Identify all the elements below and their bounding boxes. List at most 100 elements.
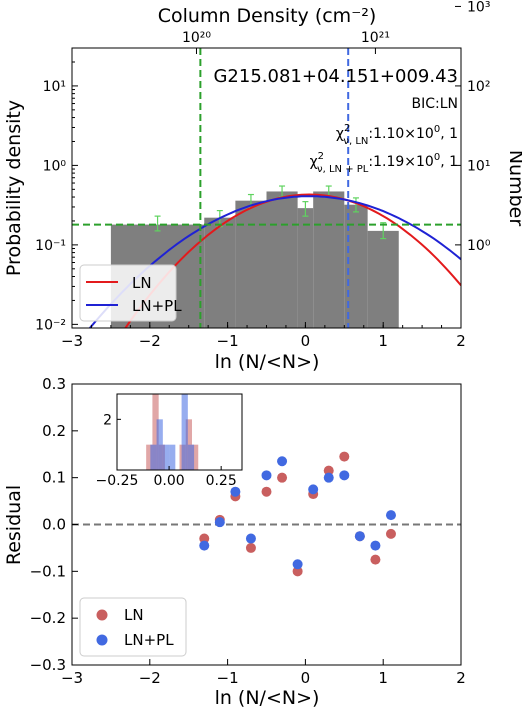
lnpl-residual-point xyxy=(214,517,225,528)
top-tick-label: 10²¹ xyxy=(361,30,390,46)
y-right-tick-label: 10² xyxy=(467,79,490,95)
inset-ticks: −0.25 0.00 0.25 2 xyxy=(96,412,237,489)
histogram-bar-4 xyxy=(297,208,314,328)
y-tick-label: −0.1 xyxy=(30,562,66,580)
x-tick-label: 0 xyxy=(301,332,311,350)
lnpl-residual-point xyxy=(292,559,303,570)
inset-ln-bar xyxy=(146,444,153,470)
legend-lnpl-label: LN+PL xyxy=(132,297,182,315)
ln-residual-point xyxy=(339,451,350,462)
inset-lnpl-bar xyxy=(181,394,188,470)
pdf-ylabel-right: Number xyxy=(505,150,522,227)
lnpl-residual-point xyxy=(261,470,272,481)
lnpl-residual-point xyxy=(199,540,210,551)
pdf-ylabel: Probability density xyxy=(3,100,25,276)
residual-ylabel: Residual xyxy=(3,485,25,565)
y-tick-label: 0.0 xyxy=(42,516,66,534)
y-right-tick-label: 10³ xyxy=(467,0,490,15)
y-tick-label: 10⁰ xyxy=(43,158,67,174)
y-tick-label: 10⁻² xyxy=(35,317,66,333)
chi2-ln-annotation: χ2 ν, LN:1.10×100, 1 xyxy=(336,123,458,147)
inset-lnpl-bar xyxy=(156,419,163,470)
inset-x-tick-label: 0.00 xyxy=(153,473,184,489)
y-tick-label: −0.3 xyxy=(30,656,66,674)
x-tick-label: 2 xyxy=(456,669,466,687)
lnpl-residual-point xyxy=(230,486,241,497)
lnpl-residual-point xyxy=(354,531,365,542)
histogram-bars xyxy=(110,191,399,328)
residual-axis-ticks: −3 −2 −1 0 1 2 −0.3 −0.2 −0.1 0.0 0.1 0.2 0.3 xyxy=(30,375,466,687)
histogram-bar-7 xyxy=(367,230,399,328)
residual-legend: LN LN+PL xyxy=(79,597,187,657)
y-tick-label: 10⁻¹ xyxy=(35,238,66,254)
histogram-bar-6 xyxy=(344,204,368,328)
ln-residual-point xyxy=(199,533,210,544)
x-tick-label: 1 xyxy=(378,332,388,350)
pdf-panel: −3 −2 −1 0 1 2 10⁻² 10⁻¹ 10⁰ 10¹ 10⁰ 10¹ 10² 10³ 10²⁰ 1… xyxy=(3,0,522,373)
inset-lnpl-bar xyxy=(169,444,176,470)
ln-residual-point xyxy=(261,486,272,497)
top-tick-label: 10²⁰ xyxy=(182,30,211,46)
lnpl-residual-point xyxy=(385,510,396,521)
ln-residual-point xyxy=(245,542,256,553)
x-tick-label: −2 xyxy=(139,669,161,687)
bic-text: BIC:LN xyxy=(412,96,459,112)
inset-lnpl-bar xyxy=(187,444,195,470)
histogram-bar-5 xyxy=(313,191,345,328)
y-tick-label: 0.3 xyxy=(42,375,66,393)
y-tick-label: 0.1 xyxy=(42,469,66,487)
ln-residual-point xyxy=(292,566,303,577)
inset-ln-bar xyxy=(192,444,199,470)
residual-xlabel: ln (N/<N>) xyxy=(215,687,320,709)
inset-bars xyxy=(146,394,199,470)
x-tick-label: −1 xyxy=(217,669,239,687)
inset-lnpl-bar xyxy=(162,444,170,470)
x-tick-label: 1 xyxy=(378,669,388,687)
inset-y-tick-label: 2 xyxy=(103,412,112,428)
lnpl-residual-point xyxy=(323,472,334,483)
pdf-legend: LN LN+PL xyxy=(79,264,182,322)
inset-x-tick-label: −0.25 xyxy=(96,473,139,489)
x-tick-label: 2 xyxy=(456,332,466,350)
x-tick-label: 0 xyxy=(301,669,311,687)
chi2-lnpl-annotation: χ2 ν, LN + PL:1.19×100, 1 xyxy=(310,151,458,175)
y-right-tick-label: 10¹ xyxy=(467,158,490,174)
x-tick-label: −1 xyxy=(217,332,239,350)
x-tick-label: −3 xyxy=(61,669,83,687)
lnpl-residual-point xyxy=(277,456,288,467)
ln-residual-point xyxy=(277,472,288,483)
inset-x-tick-label: 0.25 xyxy=(206,473,237,489)
residual-panel: −3 −2 −1 0 1 2 −0.3 −0.2 −0.1 0.0 0.1 0.2 0.3 ln (N/… xyxy=(3,375,466,709)
ln-residual-point xyxy=(385,528,396,539)
lnpl-residual-point xyxy=(308,484,319,495)
inset-histogram: −0.25 0.00 0.25 2 xyxy=(96,393,243,489)
y-right-tick-label: 10⁰ xyxy=(467,238,491,254)
residual-points xyxy=(199,451,396,577)
pdf-xlabel: ln (N/<N>) xyxy=(215,351,320,373)
threshold-lines xyxy=(72,48,461,328)
lnpl-residual-point xyxy=(245,533,256,544)
y-tick-label: 10¹ xyxy=(43,79,66,95)
x-tick-label: −2 xyxy=(139,332,161,350)
y-tick-label: −0.2 xyxy=(30,609,66,627)
legend-ln-label: LN xyxy=(124,606,144,624)
inset-frame xyxy=(116,393,243,471)
inset-ln-bar xyxy=(152,394,159,470)
histogram-bar-2 xyxy=(235,200,267,328)
histogram-bar-1 xyxy=(204,217,236,328)
y-tick-label: 0.2 xyxy=(42,422,66,440)
ln-residual-point xyxy=(323,465,334,476)
pdf-axis-ticks: −3 −2 −1 0 1 2 10⁻² 10⁻¹ 10⁰ 10¹ 10⁰ 10¹ 10² 10³ 10²⁰ 1… xyxy=(35,0,491,350)
histogram-bar-3 xyxy=(266,191,298,328)
legend-ln-marker xyxy=(96,609,108,621)
lnpl-residual-point xyxy=(370,540,381,551)
legend-lnpl-label: LN+PL xyxy=(124,631,174,649)
lnpl-residual-point xyxy=(339,470,350,481)
top-axis-label: Column Density (cm⁻²) xyxy=(158,5,377,27)
x-tick-label: −3 xyxy=(61,332,83,350)
legend-lnpl-marker xyxy=(96,634,108,646)
ln-residual-point xyxy=(370,554,381,565)
region-title: G215.081+04.151+009.43 xyxy=(213,66,458,87)
inset-lnpl-bar xyxy=(150,444,157,470)
